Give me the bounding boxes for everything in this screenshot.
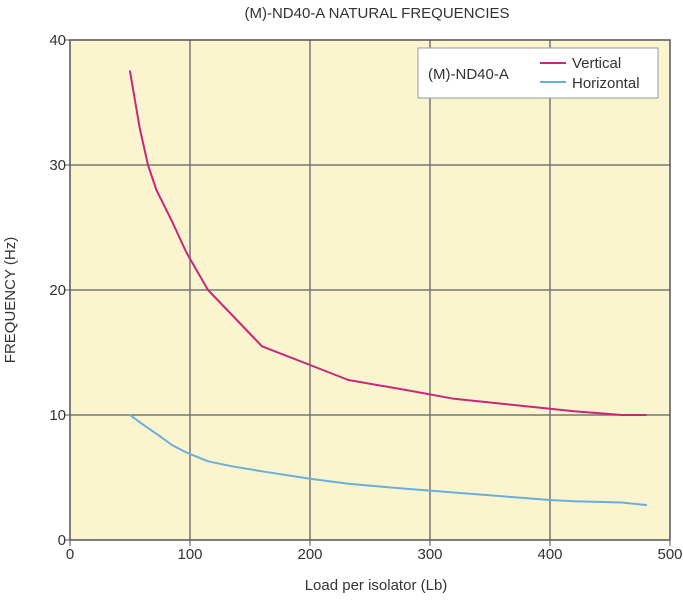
series-line-horizontal <box>129 414 647 506</box>
y-axis-label: FREQUENCY (Hz) <box>2 237 19 363</box>
x-tick-label: 500 <box>657 546 682 563</box>
y-tick-label: 30 <box>49 157 66 174</box>
x-tick-label: 300 <box>417 546 442 563</box>
x-axis-label: Load per isolator (Lb) <box>305 577 448 594</box>
grid <box>70 40 670 540</box>
series-line-vertical <box>129 70 647 416</box>
y-tick-label: 20 <box>49 282 66 299</box>
legend-label-vertical: Vertical <box>572 55 621 72</box>
x-tick-label: 100 <box>177 546 202 563</box>
y-tick-label: 10 <box>49 407 66 424</box>
chart-title: (M)-ND40-A NATURAL FREQUENCIES <box>244 5 509 22</box>
legend-label-horizontal: Horizontal <box>572 75 640 92</box>
x-tick-label: 200 <box>297 546 322 563</box>
x-tick-label: 400 <box>537 546 562 563</box>
legend-title: (M)-ND40-A <box>428 66 509 83</box>
ticks: 0 100 200 300 400 500 0 10 20 30 40 <box>49 32 682 563</box>
legend: (M)-ND40-A Vertical Horizontal <box>417 47 659 99</box>
x-tick-label: 0 <box>66 546 74 563</box>
legend-box <box>417 47 659 99</box>
y-tick-label: 0 <box>58 532 66 549</box>
y-tick-label: 40 <box>49 32 66 49</box>
series-group <box>129 70 647 506</box>
